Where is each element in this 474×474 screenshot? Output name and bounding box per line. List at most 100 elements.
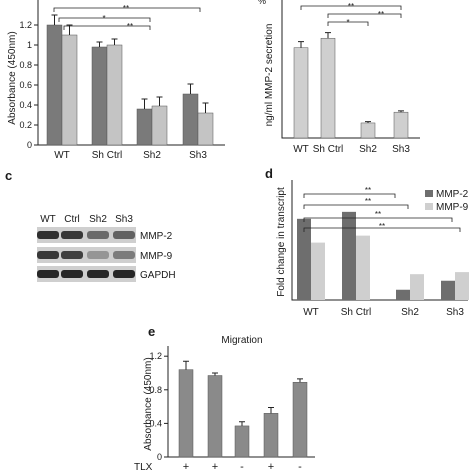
- panel-a-bracket-3: [63, 25, 151, 30]
- panel-d-bar-sh-ctrl-mmp-9: [356, 235, 370, 300]
- panel-e-tlx-4: +: [268, 461, 274, 473]
- panel-d-legend: MMP-2 MMP-9: [425, 189, 469, 213]
- panel-b-bar-sh2: [360, 122, 376, 139]
- panel-a-ylabel: Absorbance (450nm): [7, 31, 18, 124]
- panel-a-yticks: 0 0.2 0.4 0.6 0.8 1 1.2: [19, 20, 38, 150]
- panel-c-lane-sh3: Sh3: [115, 214, 133, 225]
- panel-c: c WT Ctrl Sh2 Sh3 MMP-2 MMP-9 GAPDH: [5, 168, 176, 282]
- panel-d-significance: ** ** ** **: [303, 186, 461, 232]
- legend-label-mmp2: MMP-2: [436, 189, 469, 200]
- panel-e-tlx-1: +: [183, 461, 189, 473]
- panel-c-band-gapdh-ctrl: [61, 270, 83, 278]
- panel-b-ytop: %: [258, 0, 266, 6]
- panel-d-sig-1: **: [365, 186, 371, 195]
- panel-e-bar-3: [234, 425, 250, 458]
- panel-b-ylabel: ng/ml MMP-2 secretion: [264, 24, 275, 127]
- panel-d-bracket-2: [303, 204, 409, 209]
- panel-a-errorbar-sh-ctrl-s1: [96, 41, 103, 47]
- legend-label-mmp9: MMP-9: [436, 202, 469, 213]
- panel-e-tlx-2: +: [212, 461, 218, 473]
- panel-a-xlabel-sh3: Sh3: [189, 150, 207, 161]
- panel-a-xlabel-wt: WT: [54, 150, 70, 161]
- panel-d-bracket-1: [303, 193, 396, 198]
- panel-a-ytick-label: 1: [27, 40, 32, 50]
- panel-a-bar-wt-s2: [61, 34, 78, 146]
- panel-b-bar-sh-ctrl: [320, 37, 336, 139]
- panel-d-bar-sh3-mmp-2: [441, 280, 455, 300]
- panel-a-errorbar-wt-s1: [51, 14, 58, 25]
- panel-d-xlabel-wt: WT: [303, 307, 319, 318]
- panel-d-bar-sh-ctrl-mmp-2: [342, 211, 356, 300]
- panel-c-strip-mmp-9: [37, 247, 136, 263]
- panel-b-xlabel-sh3: Sh3: [392, 144, 410, 155]
- panel-e-yticks: 0 0.4 0.8 1.2: [149, 351, 168, 462]
- panel-e-ytick-label: 0: [157, 452, 162, 462]
- panel-d-ylabel: Fold change in transcript: [276, 187, 287, 297]
- panel-b-xlabel-sh-ctrl: Sh Ctrl: [313, 144, 344, 155]
- panel-b-bar-wt: [293, 47, 309, 139]
- panel-a-sig-1: **: [123, 4, 129, 13]
- panel-e-bar-4: [263, 413, 279, 458]
- panel-a-errorbar-sh2-s1: [141, 98, 148, 109]
- panel-c-band-gapdh-sh3: [113, 270, 135, 278]
- panel-c-band-mmp-2-ctrl: [61, 231, 83, 239]
- panel-e-errorbar-1: [183, 360, 189, 370]
- panel-a-bars: [46, 14, 214, 146]
- panel-a-significance: ** * **: [53, 4, 201, 31]
- panel-c-band-mmp-2-sh2: [87, 231, 109, 239]
- panel-b-errorbar-wt: [298, 41, 304, 48]
- panel-e-ytick-label: 0.8: [149, 385, 162, 395]
- panel-c-row-label-gapdh: GAPDH: [140, 270, 176, 281]
- panel-b-significance: ** * **: [300, 2, 402, 27]
- panel-d-bars: [297, 211, 469, 300]
- panel-c-band-mmp-2-sh3: [113, 231, 135, 239]
- panel-b-sig-2: *: [346, 18, 349, 27]
- panel-c-band-mmp-9-ctrl: [61, 251, 83, 259]
- panel-a-bar-sh2-s2: [151, 105, 168, 146]
- panel-b: % ng/ml MMP-2 secretion WT Sh Ctrl Sh2 Sh3 …: [258, 0, 420, 155]
- panel-c-label: c: [5, 168, 12, 183]
- panel-e-tlx-5: -: [298, 461, 302, 473]
- panel-a-xlabel-sh2: Sh2: [143, 150, 161, 161]
- panel-c-band-mmp-9-wt: [37, 251, 59, 259]
- panel-b-xlabel-wt: WT: [293, 144, 309, 155]
- panel-c-strip-gapdh: [37, 266, 136, 282]
- panel-c-strip-mmp-2: [37, 227, 136, 243]
- panel-d-xlabels: WT Sh Ctrl Sh2 Sh3: [303, 307, 464, 318]
- panel-e: e Migration Absorbance (450nm) 0 0.4 0.8 1.…: [134, 324, 315, 473]
- panel-e-tlx-3: -: [240, 461, 244, 473]
- panel-e-errorbar-4: [268, 406, 274, 414]
- panel-a-bracket-1: [53, 7, 201, 12]
- panel-e-errorbar-5: [297, 378, 303, 383]
- panel-a-bar-sh3-s1: [182, 93, 199, 146]
- panel-d-bar-wt-mmp-9: [311, 242, 325, 300]
- panel-b-bracket-1: [300, 5, 402, 10]
- panel-b-xlabels: WT Sh Ctrl Sh2 Sh3: [293, 144, 410, 155]
- panel-a-sig-3: **: [127, 22, 133, 31]
- panel-e-title: Migration: [221, 335, 262, 346]
- panel-b-bracket-2: [327, 21, 369, 26]
- panel-d-bar-sh3-mmp-9: [455, 272, 469, 300]
- panel-e-bar-1: [178, 369, 194, 458]
- legend-swatch-mmp9: [425, 203, 433, 210]
- panel-d-bar-sh2-mmp-2: [396, 289, 410, 300]
- panel-e-ylabel: Absorbance (450nm): [143, 357, 154, 450]
- panel-b-bracket-3: [327, 13, 402, 18]
- panel-a-bracket-2: [58, 17, 151, 22]
- panel-d-bracket-3: [303, 217, 453, 222]
- panel-a-bar-sh-ctrl-s2: [106, 44, 123, 146]
- panel-d-bracket-4: [303, 227, 461, 232]
- panel-a-errorbar-wt-s2: [66, 24, 73, 35]
- panel-d-sig-4: **: [379, 222, 385, 231]
- panel-b-bar-sh3: [393, 111, 409, 139]
- panel-d-bar-wt-mmp-2: [297, 218, 311, 300]
- panel-a-sig-2: *: [102, 14, 105, 23]
- panel-d-xlabel-sh3: Sh3: [446, 307, 464, 318]
- panel-b-errorbar-sh-ctrl: [325, 32, 331, 39]
- panel-a-errorbar-sh3-s1: [187, 83, 194, 94]
- panel-e-bar-5: [292, 381, 308, 458]
- panel-c-band-mmp-9-sh3: [113, 251, 135, 259]
- panel-c-blot: MMP-2 MMP-9 GAPDH: [37, 227, 176, 282]
- panel-a-ytick-label: 0: [27, 140, 32, 150]
